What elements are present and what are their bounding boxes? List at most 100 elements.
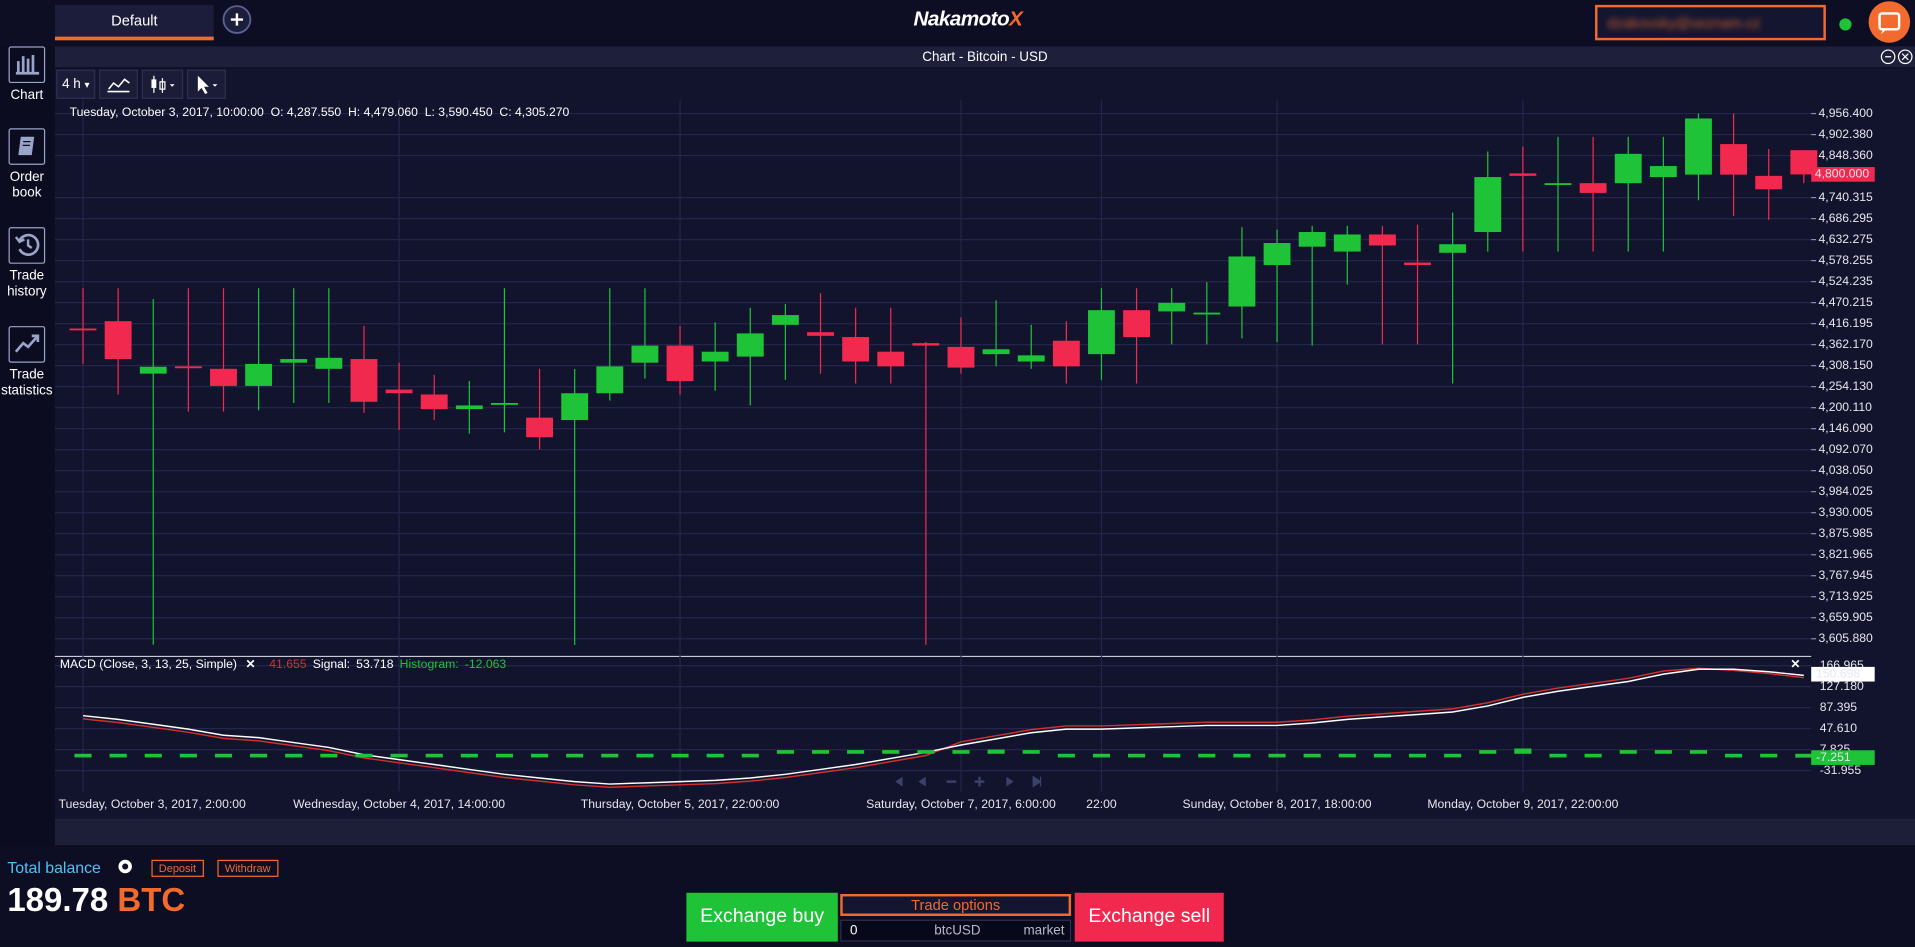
user-email: dzakovsky@seznam.cz [1607,14,1761,32]
candle-body [807,332,834,336]
sell-button[interactable]: Exchange sell [1074,892,1224,942]
candle-body [596,366,624,394]
candle-body [561,393,589,421]
histogram-bar [179,753,197,758]
candle-body [526,417,553,438]
tab[interactable]: Default [54,4,214,41]
order-input[interactable]: 0 btcUSD market [840,919,1072,942]
close-indicator[interactable]: ✕ [1790,658,1801,672]
histogram-bar [566,753,584,758]
y-tick-label: 4,362.170 [1819,337,1874,351]
last-value-label: 150.698 [1816,666,1860,680]
panel-controls[interactable] [1878,48,1915,66]
y-tick-label: 3,767.945 [1819,568,1874,582]
histogram-bar [1268,753,1286,758]
histogram-bar [495,753,513,758]
chart-style-button[interactable] [141,69,184,99]
sidebar-label: Order book [9,169,45,201]
x-tick-label: Saturday, October 7, 2017, 6:00:00 [866,797,1056,811]
y-tick-label: 4,146.090 [1819,421,1874,435]
deposit-button[interactable]: Deposit [151,859,204,877]
sidebar-label: Trade history [7,268,47,300]
sidebar-item[interactable]: Trade statistics [0,326,54,399]
sidebar-label: Trade statistics [1,367,53,399]
candle-body [771,315,799,325]
histogram-bar [355,753,373,758]
y-tick-label: 4,740.315 [1819,190,1874,204]
pair: btcUSD [934,923,981,938]
y-tick-label: 4,470.215 [1819,295,1874,309]
last-value-marker [1811,666,1875,682]
histogram-bar [250,753,268,758]
candle-body [245,363,273,386]
balance: 189.78 BTC [7,882,185,920]
buy-button[interactable]: Exchange buy [686,892,838,942]
signal-name: Signal: [312,658,351,672]
trade-options[interactable]: Trade options [840,893,1072,916]
sidebar-item[interactable]: Order book [0,128,54,201]
candle-body [1052,340,1080,367]
candle-body [877,351,905,367]
y-tick-label: 4,686.295 [1819,211,1874,225]
candle-body [104,321,132,360]
indicator-button[interactable] [98,69,139,99]
candle-body [1158,302,1186,312]
candle-icon [151,75,175,93]
chat-button[interactable] [1866,0,1912,46]
signal-value: 53.718 [356,658,394,672]
last-price-label: 4,800.000 [1815,167,1870,181]
y-tick-label: 4,632.275 [1819,232,1874,246]
histogram-bar [601,753,619,758]
macd-value: 41.655 [269,658,307,672]
icon [14,233,39,256]
sidebar-item[interactable]: Chart [0,46,54,103]
x-tick-label: Thursday, October 5, 2017, 22:00:00 [581,797,780,811]
balance-currency: BTC [117,881,186,919]
macd-title: MACD (Close, 3, 13, 25, Simple) [59,658,238,672]
scroll-bar[interactable] [54,818,1915,846]
histogram-bar [776,750,794,754]
sidebar [0,46,54,847]
y-tick-label: 3,605.880 [1819,631,1874,645]
cursor-button[interactable] [186,69,226,99]
candle-body [701,351,729,362]
candle-body [842,337,870,362]
candle-body [210,368,237,386]
histogram-bar [285,753,303,758]
histogram-bar [1549,753,1567,758]
histogram-bar [671,753,689,758]
histogram-bar [1092,753,1111,758]
order-type[interactable]: market [1023,923,1065,938]
histogram-bar [1654,750,1672,754]
candle-body [1720,144,1748,175]
remove-indicator[interactable]: ✕ [245,658,256,672]
y-tick-label: 4,200.110 [1819,400,1873,414]
candle-body [139,366,167,374]
histogram-bar [425,753,443,758]
add-tab-button[interactable] [222,5,252,34]
interval-select[interactable]: 4 h ▾ [56,69,96,99]
candle-body [491,402,518,405]
candle-body [280,359,308,363]
sidebar-item[interactable]: Trade history [0,227,54,300]
histogram-bar [917,750,935,754]
x-tick-label: 22:00 [1086,797,1117,811]
amount-input[interactable]: 0 [850,923,858,938]
candle-body [912,343,940,346]
withdraw-button[interactable]: Withdraw [217,859,278,877]
y-tick-label: 4,416.195 [1819,316,1874,330]
histogram-bar [811,750,830,754]
user-menu[interactable]: dzakovsky@seznam.cz [1595,4,1826,41]
candle-body [1649,166,1677,178]
navigation-controls[interactable] [892,775,1042,788]
y-tick-label: 3,821.965 [1819,547,1874,561]
icon [14,334,39,353]
logo-text: Nakamoto [913,7,1010,31]
last-value-label: -7.251 [1816,750,1851,764]
candle-body [736,333,764,357]
balance-toggle[interactable] [117,859,133,875]
x-tick-label: Sunday, October 8, 2017, 18:00:00 [1183,797,1372,811]
histogram-bar [109,753,127,758]
histogram-bar [1584,753,1602,758]
